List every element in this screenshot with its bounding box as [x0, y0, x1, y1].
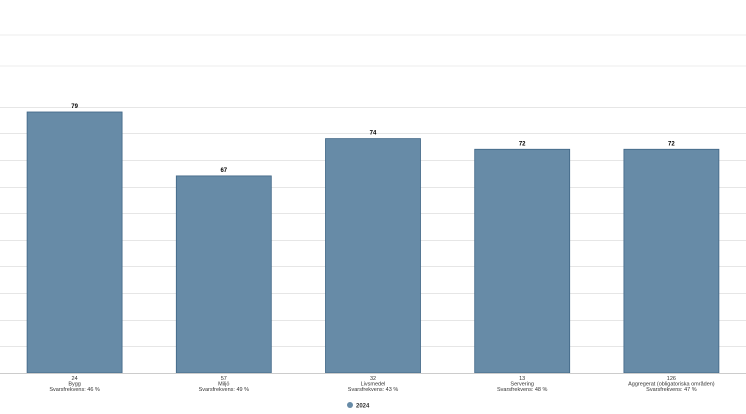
category-name-2: Miljö: [218, 382, 229, 388]
category-count-1: 24: [72, 376, 78, 382]
category-count-5: 126: [667, 376, 676, 382]
data-label-5: 72: [668, 141, 675, 147]
data-label-4: 72: [519, 141, 526, 147]
category-response-rate-3: Svarsfrekvens: 43 %: [348, 387, 399, 393]
category-name-1: Bygg: [68, 382, 81, 388]
category-response-rate-2: Svarsfrekvens: 49 %: [199, 387, 250, 393]
category-count-3: 32: [370, 376, 376, 382]
category-name-5: Aggregerat (obligatoriska områden): [628, 381, 715, 388]
legend[interactable]: 2024: [347, 402, 370, 410]
bar-1[interactable]: [26, 111, 123, 374]
bar-2[interactable]: [175, 175, 272, 374]
data-label-3: 74: [370, 131, 377, 137]
bar-4[interactable]: [474, 148, 571, 374]
legend-label-2024: 2024: [356, 404, 370, 410]
bars: [26, 111, 720, 374]
data-label-1: 79: [71, 104, 78, 110]
bar-3[interactable]: [325, 138, 421, 374]
data-labels: 79 67 74 72 72: [71, 104, 675, 174]
category-response-rate-5: Svarsfrekvens: 47 %: [646, 387, 697, 393]
category-name-4: Servering: [510, 382, 534, 388]
category-count-2: 57: [221, 376, 227, 382]
category-response-rate-4: Svarsfrekvens: 48 %: [497, 387, 548, 393]
bar-5[interactable]: [623, 148, 720, 374]
data-label-2: 67: [220, 168, 227, 174]
legend-marker-2024: [347, 402, 353, 408]
category-count-4: 13: [519, 376, 525, 382]
category-response-rate-1: Svarsfrekvens: 46 %: [49, 387, 100, 393]
category-name-3: Livsmedel: [361, 382, 386, 388]
